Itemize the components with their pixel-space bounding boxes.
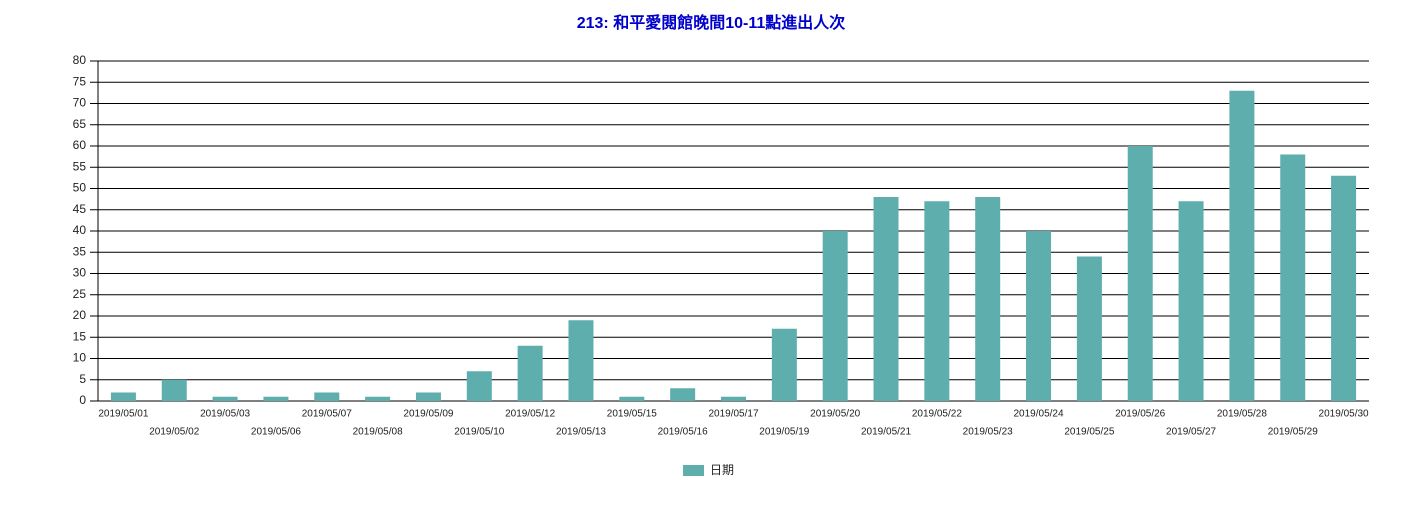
- y-tick-label: 20: [73, 308, 87, 322]
- y-tick-label: 55: [73, 159, 87, 173]
- bar: [619, 396, 645, 401]
- y-tick-label: 30: [73, 266, 87, 280]
- y-tick-label: 50: [73, 181, 87, 195]
- x-tick-label: 2019/05/25: [1064, 427, 1114, 438]
- x-tick-label: 2019/05/08: [353, 427, 403, 438]
- bar: [721, 396, 746, 401]
- bar: [415, 392, 441, 401]
- bar: [212, 396, 238, 401]
- x-tick-label: 2019/05/19: [759, 427, 809, 438]
- bar: [975, 197, 1001, 401]
- x-tick-label: 2019/05/13: [556, 427, 606, 438]
- x-tick-label: 2019/05/20: [810, 409, 860, 420]
- y-tick-label: 35: [73, 244, 87, 258]
- bar: [568, 320, 594, 401]
- y-tick-label: 45: [73, 202, 87, 216]
- x-tick-label: 2019/05/24: [1014, 409, 1064, 420]
- y-tick-label: 40: [73, 223, 87, 237]
- bar: [1229, 90, 1255, 401]
- x-tick-label: 2019/05/26: [1115, 409, 1165, 420]
- x-tick-label: 2019/05/16: [658, 427, 708, 438]
- y-tick-label: 15: [73, 329, 87, 343]
- bar: [822, 231, 848, 401]
- x-tick-label: 2019/05/07: [302, 409, 352, 420]
- bar: [517, 345, 543, 401]
- x-tick-label: 2019/05/28: [1217, 409, 1267, 420]
- x-tick-label: 2019/05/29: [1268, 427, 1318, 438]
- y-tick-label: 10: [73, 351, 87, 365]
- legend-label: 日期: [710, 463, 734, 477]
- x-tick-label: 2019/05/17: [708, 409, 758, 420]
- bar: [1026, 231, 1052, 401]
- x-tick-label: 2019/05/27: [1166, 427, 1216, 438]
- x-tick-label: 2019/05/03: [200, 409, 250, 420]
- x-tick-label: 2019/05/15: [607, 409, 657, 420]
- x-tick-label: 2019/05/23: [963, 427, 1013, 438]
- bar: [924, 201, 950, 401]
- x-tick-label: 2019/05/01: [98, 409, 148, 420]
- bar: [1178, 201, 1204, 401]
- y-tick-label: 70: [73, 96, 87, 110]
- x-tick-label: 2019/05/09: [403, 409, 453, 420]
- chart-title: 213: 和平愛閱館晚間10-11點進出人次: [577, 13, 846, 32]
- bar: [314, 392, 340, 401]
- y-tick-label: 60: [73, 138, 87, 152]
- bar: [873, 197, 899, 401]
- bar: [771, 328, 797, 401]
- x-tick-label: 2019/05/10: [454, 427, 504, 438]
- x-tick-label: 2019/05/21: [861, 427, 911, 438]
- bar: [365, 396, 391, 401]
- bar: [161, 379, 187, 401]
- bar: [263, 396, 289, 401]
- y-tick-label: 0: [79, 393, 86, 407]
- x-tick-label: 2019/05/22: [912, 409, 962, 420]
- y-tick-label: 5: [79, 372, 86, 386]
- bar: [1076, 256, 1102, 401]
- x-tick-label: 2019/05/02: [149, 427, 199, 438]
- bar: [670, 388, 696, 401]
- bar: [1331, 175, 1357, 401]
- x-tick-label: 2019/05/12: [505, 409, 555, 420]
- x-tick-label: 2019/05/30: [1319, 409, 1369, 420]
- bar: [1280, 154, 1306, 401]
- bar: [1127, 146, 1153, 401]
- x-tick-label: 2019/05/06: [251, 427, 301, 438]
- y-tick-label: 80: [73, 53, 87, 67]
- bar: [110, 392, 136, 401]
- bar: [466, 371, 492, 401]
- y-tick-label: 75: [73, 74, 87, 88]
- y-tick-label: 25: [73, 287, 87, 301]
- y-tick-label: 65: [73, 117, 87, 131]
- legend-swatch: [683, 465, 704, 476]
